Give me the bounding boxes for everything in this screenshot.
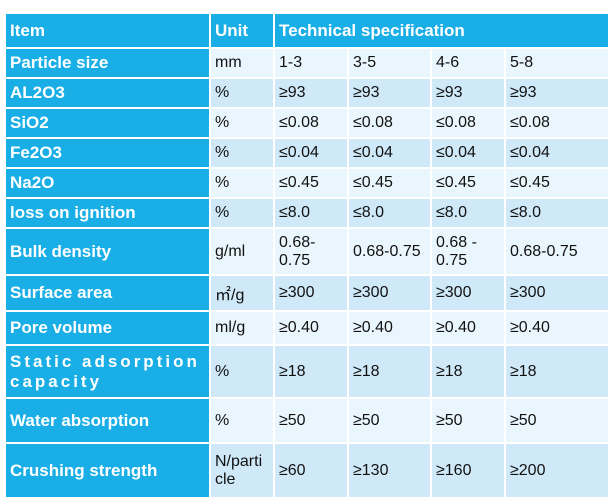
table-row: Static adsorption capacity% ≥18 ≥18 ≥18 ≥18 — [4, 344, 611, 399]
spec-cell: ≥300 — [503, 274, 611, 312]
header-cell: Item — [4, 12, 211, 49]
unit-cell: % — [209, 197, 275, 229]
unit-cell: mm — [209, 47, 275, 79]
spec-cell: ≤8.0 — [273, 197, 349, 229]
table-body: Particle size mm 1-3 3-5 4-6 5-8 AL2O3% ≥93 ≥93 ≥… — [4, 47, 611, 499]
spec-cell: ≤0.08 — [273, 107, 349, 139]
spec-cell: 0.68 - 0.75 — [430, 227, 506, 276]
table-row: Water absorption% ≥50 ≥50 ≥50 ≥50 — [4, 397, 611, 444]
spec-cell: ≥0.40 — [503, 310, 611, 346]
item-cell: Bulk density — [4, 227, 211, 276]
unit-cell: % — [209, 167, 275, 199]
spec-cell: 3-5 — [347, 47, 432, 79]
spec-cell: ≤0.04 — [347, 137, 432, 169]
item-cell: loss on ignition — [4, 197, 211, 229]
spec-cell: 0.68-0.75 — [347, 227, 432, 276]
spec-cell: ≥160 — [430, 442, 506, 499]
table-row: Na2O% ≤0.45 ≤0.45 ≤0.45 ≤0.45 — [4, 167, 611, 199]
spec-cell: ≥18 — [273, 344, 349, 399]
header-cell: Unit — [209, 12, 275, 49]
spec-cell: 0.68-0.75 — [503, 227, 611, 276]
spec-cell: ≥60 — [273, 442, 349, 499]
item-cell: Surface area — [4, 274, 211, 312]
unit-cell: % — [209, 77, 275, 109]
spec-cell: ≥0.40 — [273, 310, 349, 346]
spec-cell: ≥0.40 — [430, 310, 506, 346]
unit-cell: ml/g — [209, 310, 275, 346]
spec-cell: ≥300 — [430, 274, 506, 312]
spec-cell: ≥130 — [347, 442, 432, 499]
table-row: AL2O3% ≥93 ≥93 ≥93 ≥93 — [4, 77, 611, 109]
spec-cell: ≥18 — [430, 344, 506, 399]
spec-cell: ≥50 — [503, 397, 611, 444]
table-row: Bulk density g/ml 0.68-0.75 0.68-0.75 0.68 -… — [4, 227, 611, 276]
item-cell: Pore volume — [4, 310, 211, 346]
spec-cell: ≥18 — [503, 344, 611, 399]
spec-cell: ≥50 — [347, 397, 432, 444]
spec-cell: ≤0.08 — [430, 107, 506, 139]
table-row: loss on ignition% ≤8.0 ≤8.0 ≤8.0 ≤8.0 — [4, 197, 611, 229]
item-cell: Static adsorption capacity — [4, 344, 211, 399]
table-row: Pore volume ml/g ≥0.40 ≥0.40 ≥0.40 ≥0.40 — [4, 310, 611, 346]
spec-cell: ≤0.04 — [273, 137, 349, 169]
spec-cell: ≥50 — [430, 397, 506, 444]
unit-cell: % — [209, 344, 275, 399]
spec-cell: ≥18 — [347, 344, 432, 399]
spec-cell: ≤8.0 — [430, 197, 506, 229]
spec-cell: ≥300 — [273, 274, 349, 312]
header-cell: Technical specification — [272, 12, 611, 49]
spec-cell: ≥50 — [273, 397, 349, 444]
spec-table: Item Unit Technical specification Partic… — [4, 12, 611, 499]
unit-cell: ㎡/g — [209, 274, 275, 312]
item-cell: SiO2 — [4, 107, 211, 139]
spec-cell: ≤0.08 — [503, 107, 611, 139]
table-row: Fe2O3% ≤0.04 ≤0.04 ≤0.04 ≤0.04 — [4, 137, 611, 169]
item-cell: Na2O — [4, 167, 211, 199]
item-cell: Fe2O3 — [4, 137, 211, 169]
spec-cell: ≤0.04 — [430, 137, 506, 169]
spec-cell: ≥93 — [273, 77, 349, 109]
spec-cell: ≥93 — [430, 77, 506, 109]
spec-cell: ≥200 — [503, 442, 611, 499]
unit-cell: % — [209, 107, 275, 139]
spec-cell: ≥0.40 — [347, 310, 432, 346]
unit-cell: g/ml — [209, 227, 275, 276]
unit-cell: N/particle — [209, 442, 275, 499]
spec-cell: 0.68-0.75 — [273, 227, 349, 276]
item-cell: Particle size — [4, 47, 211, 79]
spec-cell: ≥300 — [347, 274, 432, 312]
spec-cell: ≤0.45 — [347, 167, 432, 199]
spec-cell: ≤0.45 — [273, 167, 349, 199]
spec-cell: ≤8.0 — [347, 197, 432, 229]
table-row: SiO2% ≤0.08 ≤0.08 ≤0.08 ≤0.08 — [4, 107, 611, 139]
header-row: Item Unit Technical specification — [4, 12, 611, 49]
spec-cell: 1-3 — [273, 47, 349, 79]
spec-cell: 4-6 — [430, 47, 506, 79]
unit-cell: % — [209, 137, 275, 169]
table-row: Particle size mm 1-3 3-5 4-6 5-8 — [4, 47, 611, 79]
spec-cell: ≤0.04 — [503, 137, 611, 169]
spec-cell: ≤0.45 — [503, 167, 611, 199]
item-cell: AL2O3 — [4, 77, 211, 109]
item-cell: Crushing strength — [4, 442, 211, 499]
table-row: Surface area ㎡/g ≥300 ≥300 ≥300 ≥300 — [4, 274, 611, 312]
item-cell: Water absorption — [4, 397, 211, 444]
table-row: Crushing strength N/particle ≥60 ≥130 ≥160 ≥2… — [4, 442, 611, 499]
unit-cell: % — [209, 397, 275, 444]
spec-cell: ≤8.0 — [503, 197, 611, 229]
spec-cell: ≥93 — [503, 77, 611, 109]
spec-cell: 5-8 — [503, 47, 611, 79]
spec-cell: ≥93 — [347, 77, 432, 109]
spec-cell: ≤0.08 — [347, 107, 432, 139]
spec-cell: ≤0.45 — [430, 167, 506, 199]
